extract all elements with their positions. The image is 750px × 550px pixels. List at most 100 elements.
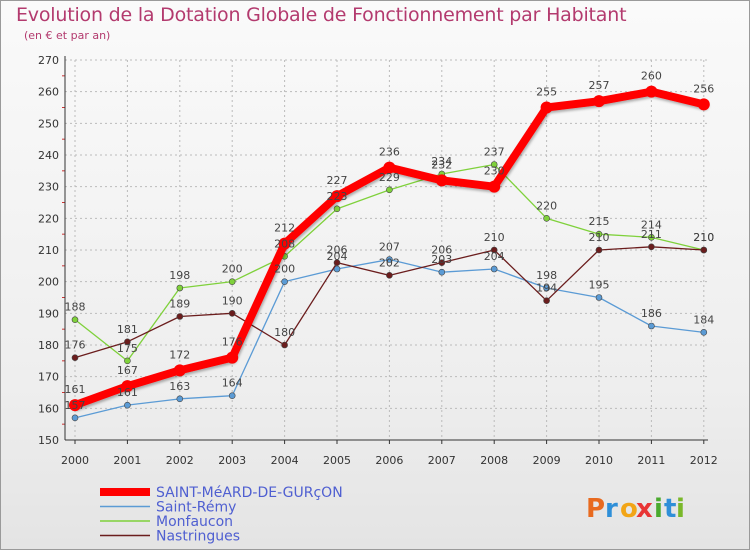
data-label: 200 [274,263,295,276]
data-label: 214 [641,218,662,231]
data-label: 194 [536,282,557,295]
data-point [226,351,239,364]
proxiti-letter: i [676,494,685,524]
data-point [281,278,288,285]
legend-entry: Nastringues [156,529,240,545]
data-label: 189 [169,298,190,311]
data-point [383,161,396,174]
data-label: 181 [117,323,138,336]
legend-entry: Saint-Rémy [156,500,236,516]
x-tick-label: 2012 [690,454,718,467]
x-tick-label: 2000 [61,454,89,467]
data-label: 215 [589,215,610,228]
data-label: 180 [274,326,295,339]
y-tick-label: 170 [38,371,59,384]
data-label: 257 [589,79,610,92]
data-point [386,272,393,279]
axes: 150 160 170 180 190 200 210 220 230 240 250 260 270 2… [38,54,718,467]
data-label: 260 [641,70,662,83]
data-label: 184 [693,313,714,326]
y-tick-label: 210 [38,244,59,257]
data-label: 207 [379,241,400,254]
data-label: 198 [536,269,557,282]
data-point [595,230,603,238]
data-label: 256 [693,82,714,95]
data-point [331,190,343,203]
data-label: 234 [431,155,452,168]
data-point [333,205,341,213]
data-label: 210 [693,231,714,244]
x-tick-label: 2008 [480,454,508,467]
data-label: 211 [641,228,662,241]
data-label: 161 [65,383,86,396]
data-point [71,354,79,361]
data-point [540,101,553,114]
legend-entry: SAINT-MéARD-DE-GURçON [156,485,343,501]
data-point [438,268,446,276]
data-label: 210 [589,231,610,244]
data-point [648,234,655,241]
y-tick-label: 160 [38,402,59,415]
data-point [435,174,448,187]
data-point [386,256,393,263]
data-point [700,329,708,336]
x-tick-label: 2005 [323,454,351,467]
data-label: 236 [379,146,400,159]
data-point [281,341,288,349]
data-label: 188 [65,301,86,314]
data-labels: 157 161 163 164 200 204 207 203 204 198 195 186 184 1… [65,70,715,412]
y-tick-label: 250 [38,117,59,130]
x-tick-label: 2006 [375,454,403,467]
data-label: 255 [536,86,557,99]
data-point [697,98,710,111]
data-point [173,364,186,377]
data-point [69,399,81,412]
y-tick-label: 200 [38,276,59,289]
proxiti-letter: x [636,494,653,524]
series [69,85,710,422]
data-label: 157 [65,399,86,412]
data-label: 204 [327,250,348,263]
data-point [543,284,550,292]
x-tick-label: 2003 [218,454,246,467]
data-label: 190 [222,294,243,307]
data-point [176,313,184,320]
data-label: 220 [536,199,557,212]
data-label: 164 [222,377,243,390]
legend: SAINT-MéARD-DE-GURçONSaint-RémyMonfaucon… [100,485,343,545]
data-point [543,297,550,304]
data-label: 176 [65,339,86,352]
data-point [595,294,603,301]
data-label: 186 [641,307,662,320]
data-label: 163 [169,380,190,393]
y-tick-label: 190 [38,307,59,320]
data-point [648,322,655,330]
proxiti-letter: o [620,494,638,524]
data-point [278,237,291,250]
y-tick-label: 150 [38,434,59,447]
data-point [438,259,446,266]
x-tick-label: 2001 [113,454,141,467]
data-point [333,259,341,266]
data-label: 208 [274,237,295,250]
chart-title: Evolution de la Dotation Globale de Fonc… [16,4,627,26]
y-tick-label: 180 [38,339,59,352]
data-label: 203 [431,253,452,266]
data-label: 210 [693,231,714,244]
data-point [124,338,131,346]
data-point [543,215,550,222]
data-point [648,243,655,251]
data-point [228,278,236,285]
data-label: 237 [484,146,505,159]
x-tick-label: 2004 [271,454,299,467]
data-label: 172 [169,348,190,361]
data-point [121,380,134,393]
data-label: 198 [169,269,190,282]
data-label: 212 [274,222,295,235]
data-label: 195 [589,279,610,292]
data-point [71,414,79,422]
data-label: 206 [431,244,452,257]
data-point [700,246,708,254]
data-label: 167 [117,364,138,377]
